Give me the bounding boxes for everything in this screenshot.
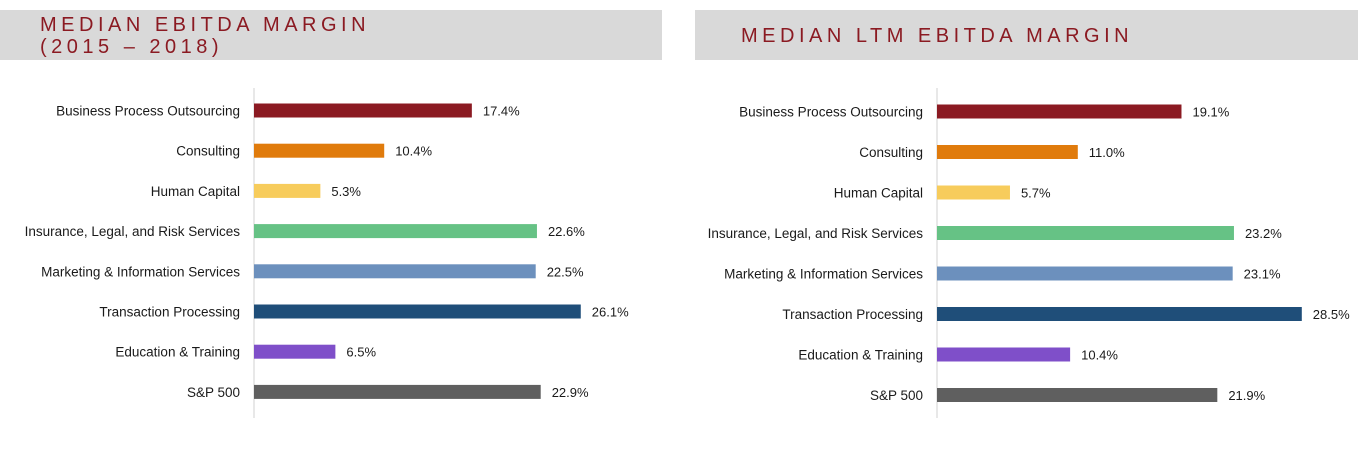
category-label: Business Process Outsourcing	[56, 104, 240, 119]
data-label: 23.2%	[1245, 226, 1282, 241]
category-label: Transaction Processing	[99, 305, 240, 320]
bar	[254, 224, 537, 239]
bar	[254, 304, 581, 319]
bar-chart: Business Process Outsourcing 17.4% Consult…	[25, 88, 629, 418]
bar	[937, 145, 1078, 159]
bar	[937, 307, 1302, 321]
data-label: 26.1%	[592, 305, 629, 320]
bar	[937, 388, 1218, 402]
category-label: Insurance, Legal, and Risk Services	[708, 226, 924, 241]
category-label: S&P 500	[870, 388, 923, 403]
bar	[254, 143, 385, 158]
chart-panel-ltm-ebitda: MEDIAN LTM EBITDA MARGIN Business Proces…	[695, 0, 1358, 464]
category-label: Marketing & Information Services	[724, 267, 923, 282]
data-label: 22.9%	[552, 385, 589, 400]
bar	[937, 266, 1233, 281]
bar	[937, 226, 1234, 240]
chart-title: MEDIAN EBITDA MARGIN (2015 – 2018)	[40, 14, 371, 58]
data-label: 10.4%	[395, 144, 432, 159]
category-label: Human Capital	[151, 184, 240, 199]
data-label: 11.0%	[1089, 145, 1125, 160]
category-label: Business Process Outsourcing	[739, 105, 923, 120]
category-label: Insurance, Legal, and Risk Services	[25, 224, 241, 239]
category-label: Consulting	[859, 145, 923, 160]
data-label: 28.5%	[1313, 307, 1350, 322]
bar-chart: Business Process Outsourcing 19.1% Consult…	[708, 88, 1350, 418]
data-label: 22.6%	[548, 224, 585, 239]
data-label: 21.9%	[1228, 388, 1265, 403]
data-label: 22.5%	[547, 264, 584, 279]
category-label: Human Capital	[834, 186, 923, 201]
data-label: 6.5%	[346, 345, 376, 360]
data-label: 5.3%	[331, 184, 361, 199]
data-label: 5.7%	[1021, 186, 1051, 201]
data-label: 23.1%	[1244, 267, 1281, 282]
bar	[937, 347, 1071, 362]
bar	[254, 344, 336, 359]
category-label: Transaction Processing	[782, 307, 923, 322]
bar	[254, 103, 472, 118]
bar	[937, 185, 1010, 200]
category-label: Education & Training	[115, 345, 240, 360]
data-label: 19.1%	[1192, 105, 1229, 120]
category-label: S&P 500	[187, 385, 240, 400]
chart-panel-ebitda-2015-2018: MEDIAN EBITDA MARGIN (2015 – 2018) Busin…	[0, 0, 662, 464]
category-label: Marketing & Information Services	[41, 264, 240, 279]
bar	[254, 264, 536, 279]
bar	[254, 183, 321, 198]
category-label: Consulting	[176, 144, 240, 159]
bar	[254, 384, 541, 399]
bar	[937, 104, 1182, 119]
data-label: 10.4%	[1081, 348, 1118, 363]
chart-header: MEDIAN EBITDA MARGIN (2015 – 2018)	[0, 10, 662, 60]
data-label: 17.4%	[483, 104, 520, 119]
chart-title: MEDIAN LTM EBITDA MARGIN	[741, 25, 1134, 47]
category-label: Education & Training	[798, 348, 923, 363]
chart-header: MEDIAN LTM EBITDA MARGIN	[695, 10, 1358, 60]
